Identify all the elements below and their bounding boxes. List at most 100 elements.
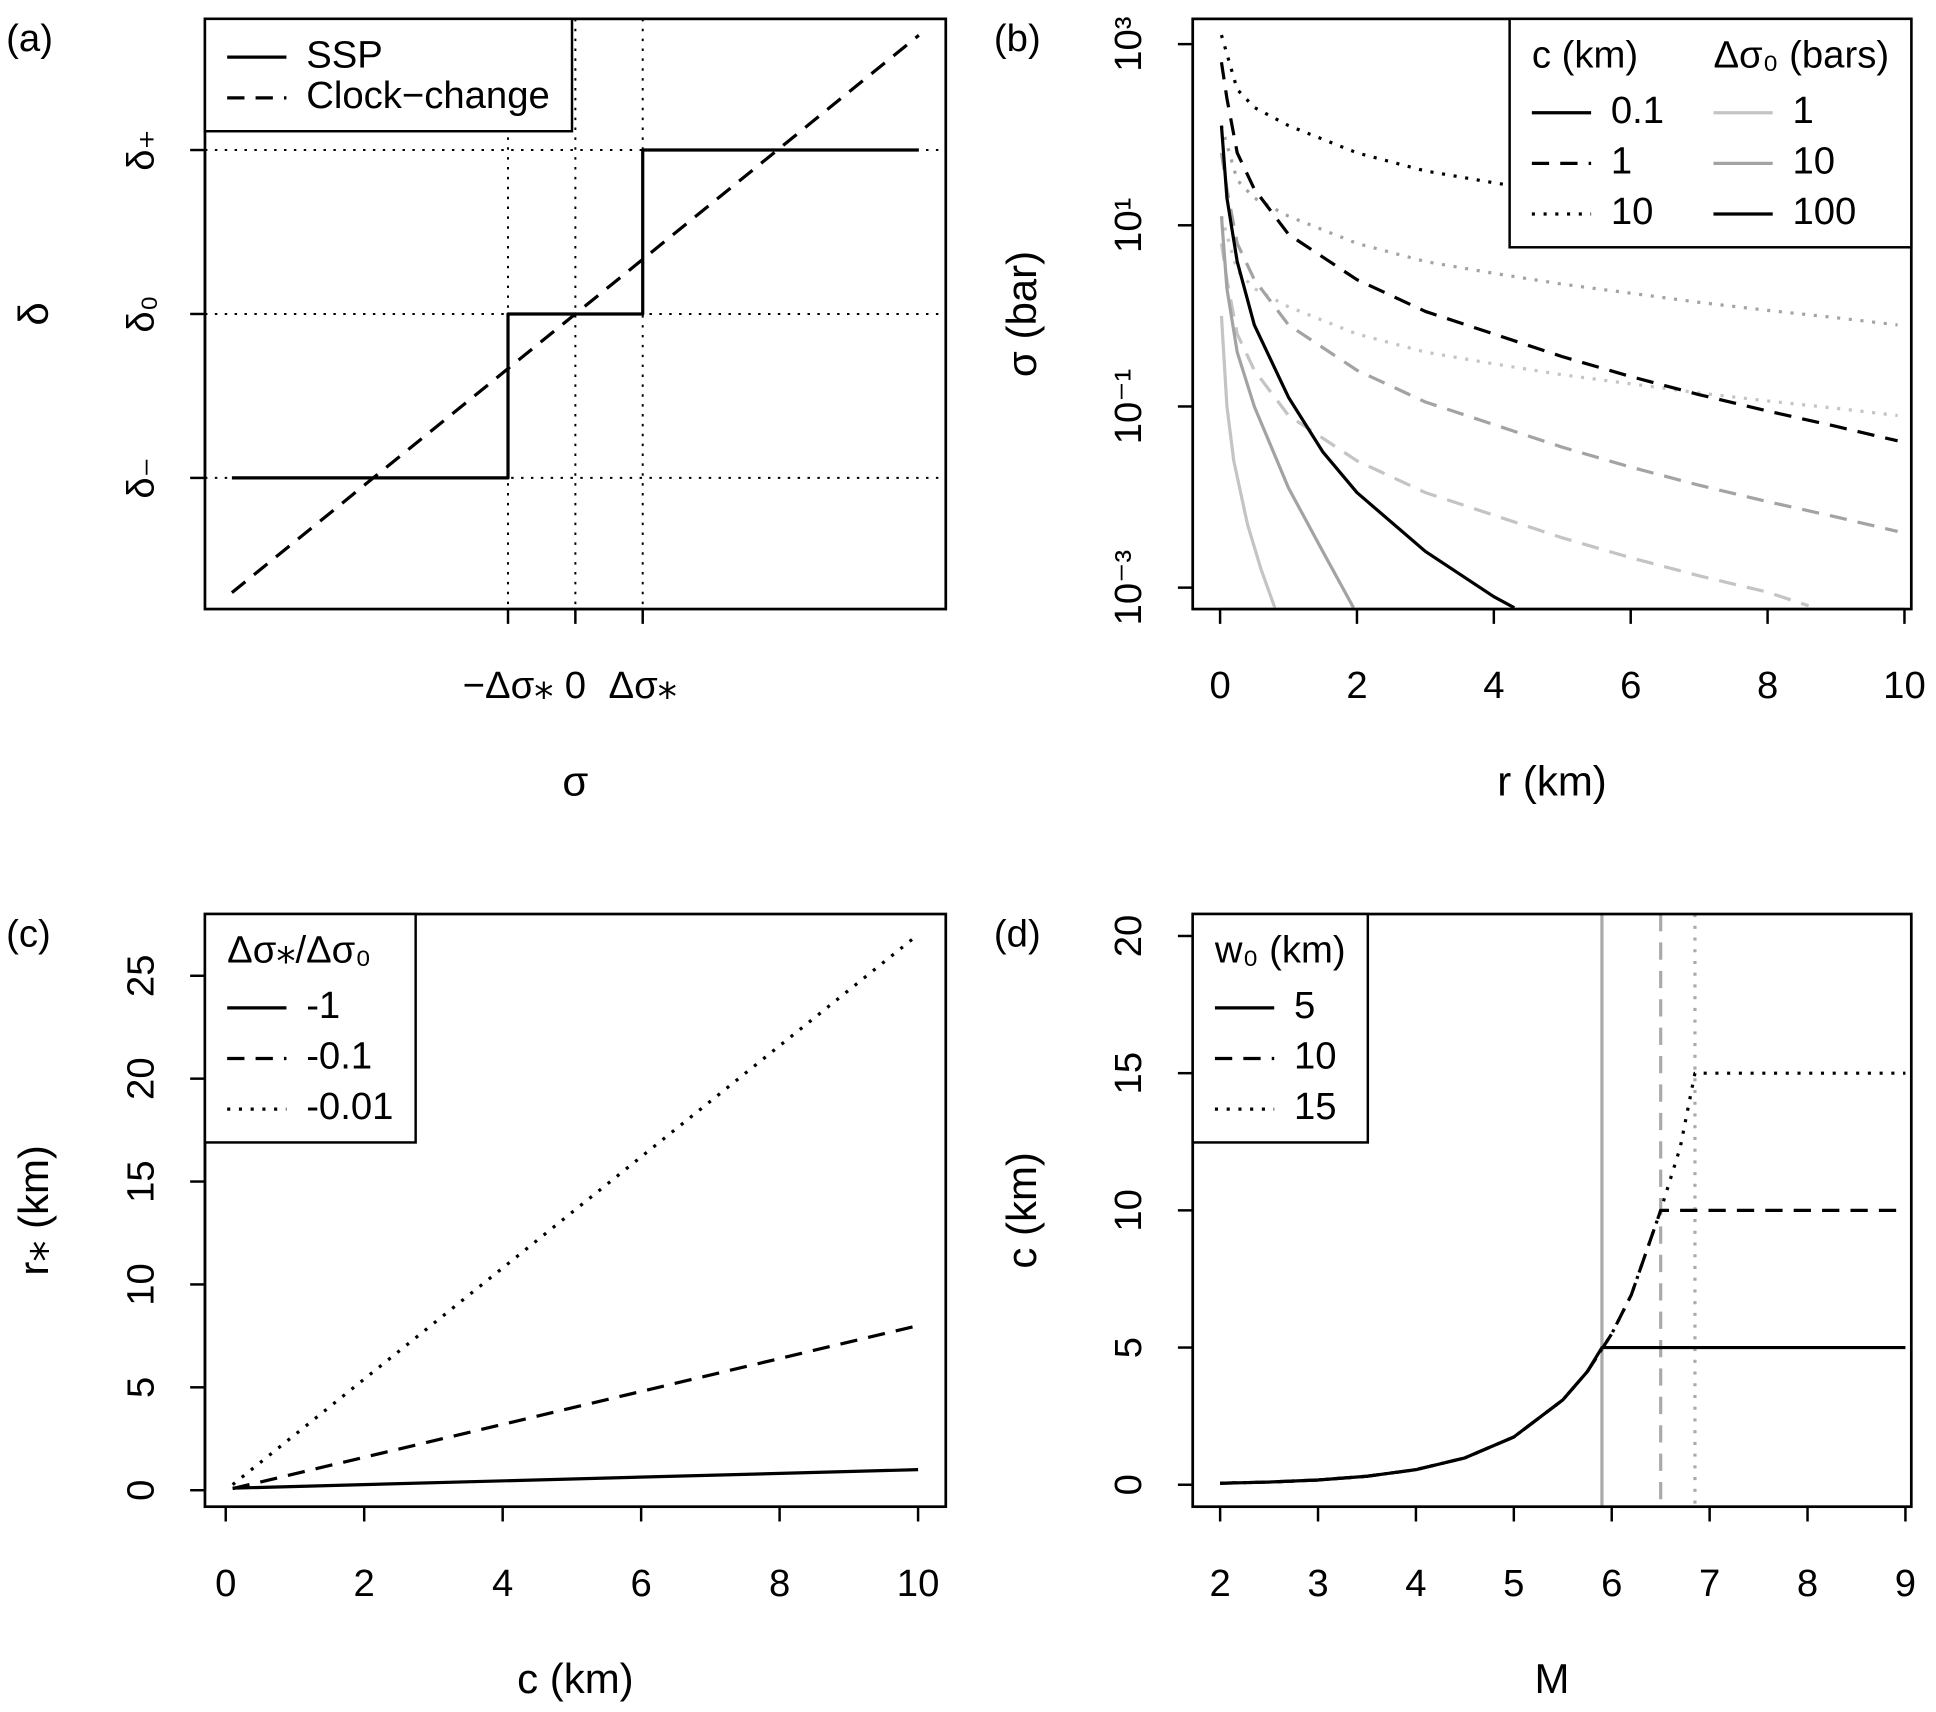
y-tick-label: δ₊: [119, 129, 162, 171]
plot-frame: [1191, 912, 1913, 1509]
y-axis-title: σ (bar): [998, 251, 1045, 377]
x-tick-label: 4: [1483, 664, 1504, 707]
legend-box: [1508, 17, 1913, 249]
x-tick-label: 6: [1601, 1562, 1622, 1605]
y-axis-title: c (km): [998, 1152, 1045, 1269]
y-tick-label: 10¹: [1107, 198, 1150, 253]
y-tick-label: 5: [119, 1377, 162, 1398]
legend: Δσ⁎/Δσ₀ -1 -0.1 -0.01: [203, 912, 417, 1144]
x-tick-label: 0: [1209, 664, 1230, 707]
legend-label: -0.01: [306, 1085, 393, 1128]
line-series: [1219, 125, 1516, 610]
line-series: [1219, 152, 1898, 534]
panel: (d) 2 3 4 5 6 7 8 9 0 5 10 15 20 Mc (km) w₀ (km) 5 10 15: [994, 912, 1916, 1702]
panel-label: (b): [994, 17, 1041, 60]
legend-label: 0.1: [1611, 89, 1664, 132]
y-tick-label: 15: [1107, 1052, 1150, 1095]
legend-label: 10: [1611, 190, 1654, 233]
x-tick-label: 4: [1405, 1562, 1426, 1605]
x-tick-label: 9: [1895, 1562, 1916, 1605]
legend-label: SSP: [306, 33, 383, 76]
panel-label: (d): [994, 912, 1041, 955]
y-tick-label: 15: [119, 1160, 162, 1203]
x-axis-title: M: [1535, 1655, 1570, 1702]
x-tick-label: 8: [1797, 1562, 1818, 1605]
legend-label: 1: [1611, 139, 1632, 182]
x-tick-label: 0: [215, 1562, 236, 1605]
line-series: [231, 148, 919, 480]
plot-frame: [203, 17, 948, 611]
line-series: [1219, 216, 1355, 609]
x-tick-label: 7: [1699, 1562, 1720, 1605]
line-series: [1220, 1345, 1906, 1485]
y-tick-label: 10: [119, 1263, 162, 1306]
y-tick-label: δ₋: [119, 457, 162, 499]
x-tick-label: 8: [769, 1562, 790, 1605]
legend: c (km) 0.1 1 10 Δσ₀ (bars) 1 10 100: [1508, 17, 1913, 249]
legend-box: [203, 17, 574, 133]
legend-label: -1: [306, 984, 340, 1027]
y-tick-label: 10: [1107, 1189, 1150, 1232]
legend: w₀ (km) 5 10 15: [1191, 912, 1370, 1144]
x-tick-label: 0: [565, 664, 586, 707]
x-tick-label: 2: [1209, 1562, 1230, 1605]
x-tick-label: −Δσ⁎: [463, 664, 554, 707]
panel: (b) 0 2 4 6 8 10 10⁻³ 10⁻¹ 10¹ 10³ r (km) σ (bar) c (…: [994, 16, 1926, 804]
y-tick-label: δ₀: [119, 295, 162, 332]
x-axis-title: c (km): [517, 1655, 634, 1702]
legend-label: 15: [1294, 1085, 1337, 1128]
legend-label: 1: [1792, 89, 1813, 132]
legend-label: 5: [1294, 984, 1315, 1027]
line-series: [1219, 215, 1898, 418]
legend-label: 10: [1294, 1035, 1337, 1078]
line-series: [1219, 125, 1898, 327]
y-tick-label: 0: [119, 1480, 162, 1501]
legend-box: [1191, 912, 1370, 1144]
x-tick-label: 3: [1307, 1562, 1328, 1605]
x-tick-label: 10: [1883, 664, 1926, 707]
x-axis-title: σ: [562, 757, 588, 804]
panel: (c) 0 2 4 6 8 10 0 5 10 15 20 25 c (km) r⁎ (km) Δσ⁎/Δσ₀…: [6, 912, 948, 1702]
y-tick-label: 0: [1107, 1474, 1150, 1495]
y-tick-label: 10⁻¹: [1107, 369, 1150, 445]
legend-title: c (km): [1532, 33, 1638, 76]
x-tick-label: 2: [354, 1562, 375, 1605]
plot-frame: [203, 912, 948, 1509]
y-tick-label: 10³: [1107, 16, 1150, 71]
legend-title: Δσ₀ (bars): [1713, 33, 1889, 76]
x-tick-label: 2: [1346, 664, 1367, 707]
y-tick-label: 20: [1107, 915, 1150, 958]
legend-title: Δσ⁎/Δσ₀: [227, 928, 371, 971]
y-tick-label: 25: [119, 954, 162, 997]
x-tick-label: 4: [492, 1562, 513, 1605]
panel-label: (c): [6, 912, 51, 955]
line-series: [1219, 62, 1898, 443]
x-tick-label: 10: [897, 1562, 940, 1605]
y-axis-title: r⁎ (km): [10, 1145, 57, 1276]
y-tick-label: 10⁻³: [1107, 550, 1150, 626]
x-tick-label: 5: [1503, 1562, 1524, 1605]
line-series: [232, 1324, 919, 1491]
x-tick-label: Δσ⁎: [609, 664, 677, 707]
legend-box: [203, 912, 417, 1144]
line-series: [1219, 315, 1277, 609]
legend-title: w₀ (km): [1214, 928, 1346, 971]
line-series: [232, 1468, 919, 1490]
legend-label: 100: [1792, 190, 1856, 233]
x-tick-label: 6: [1620, 664, 1641, 707]
panel-label: (a): [6, 17, 53, 60]
legend-label: 10: [1792, 139, 1835, 182]
x-tick-label: 6: [630, 1562, 651, 1605]
x-tick-label: 8: [1757, 664, 1778, 707]
x-axis-title: r (km): [1497, 757, 1607, 804]
y-tick-label: 20: [119, 1057, 162, 1100]
legend-label: Clock−change: [306, 74, 550, 117]
line-series: [1219, 243, 1810, 608]
y-tick-label: 5: [1107, 1337, 1150, 1358]
legend-label: -0.1: [306, 1035, 372, 1078]
y-axis-title: δ: [10, 302, 57, 325]
